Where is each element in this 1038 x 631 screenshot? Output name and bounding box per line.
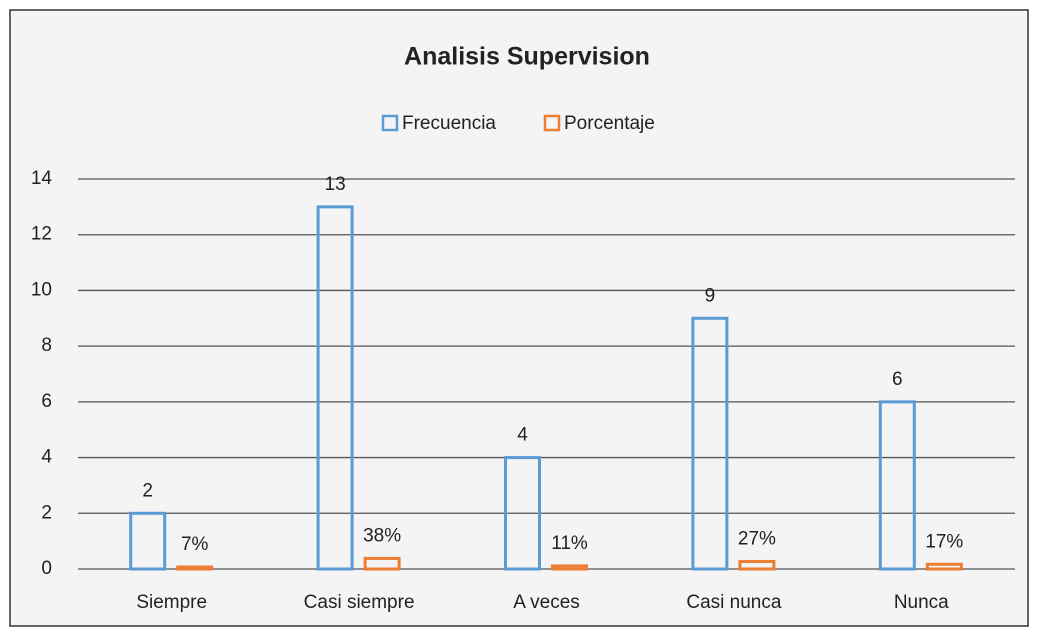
legend-swatch xyxy=(381,114,399,132)
y-tick-label: 2 xyxy=(41,502,52,523)
y-tick-label: 8 xyxy=(41,335,52,356)
data-label: 38% xyxy=(363,525,401,546)
y-tick-label: 12 xyxy=(31,224,52,245)
data-label: 27% xyxy=(738,528,776,549)
x-tick-label: Casi siempre xyxy=(304,592,415,613)
x-tick-label: A veces xyxy=(513,592,580,613)
bar xyxy=(129,511,167,571)
y-tick-label: 14 xyxy=(31,168,53,189)
x-tick-label: Nunca xyxy=(894,592,949,613)
bar xyxy=(925,562,963,571)
y-tick-label: 0 xyxy=(41,558,52,579)
data-label: 9 xyxy=(705,285,716,306)
bar xyxy=(878,400,916,571)
y-tick-label: 6 xyxy=(41,391,52,412)
x-tick-label: Siempre xyxy=(136,592,207,613)
bar xyxy=(551,564,588,571)
data-label: 2 xyxy=(142,480,153,501)
legend-label: Frecuencia xyxy=(402,113,496,134)
bar xyxy=(363,556,401,571)
data-label: 11% xyxy=(551,533,588,554)
legend-swatch xyxy=(543,114,561,132)
data-label: 13 xyxy=(325,174,346,195)
y-tick-label: 10 xyxy=(31,279,52,300)
bar xyxy=(691,316,729,571)
x-tick-label: Casi nunca xyxy=(686,592,781,613)
data-label: 7% xyxy=(181,534,209,555)
bar xyxy=(738,559,776,571)
bar xyxy=(504,456,541,571)
data-label: 4 xyxy=(517,425,528,446)
data-label: 17% xyxy=(925,531,963,552)
chart-title: Analisis Supervision xyxy=(404,43,650,71)
y-tick-label: 4 xyxy=(41,447,52,468)
chart-frame xyxy=(9,9,1029,627)
legend-label: Porcentaje xyxy=(564,113,655,134)
data-label: 6 xyxy=(892,369,903,390)
bar xyxy=(316,205,354,571)
bar xyxy=(176,565,214,571)
